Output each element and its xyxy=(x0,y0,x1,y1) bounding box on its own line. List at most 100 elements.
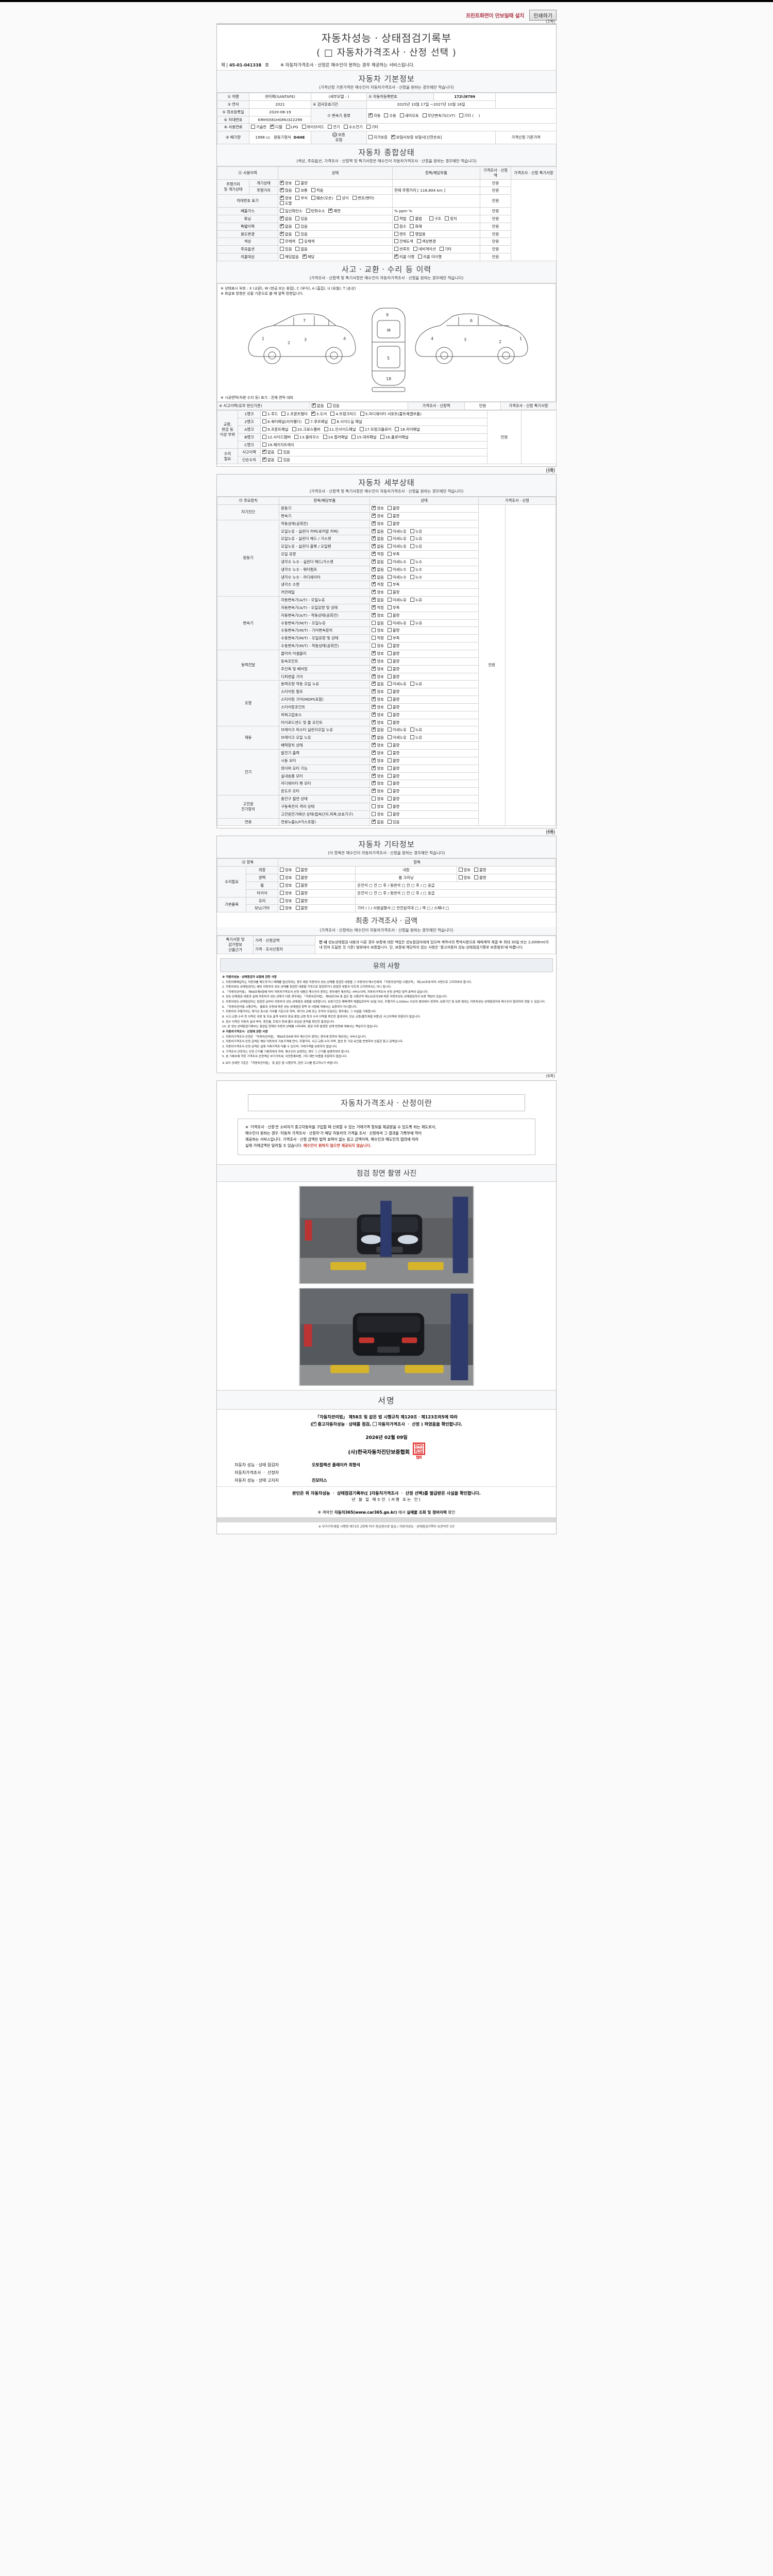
detail-state-option[interactable]: 양호 xyxy=(372,688,384,694)
etc-item-options[interactable]: 양호 불량 xyxy=(278,896,356,905)
etc-item2-text[interactable] xyxy=(355,896,556,905)
checkbox[interactable] xyxy=(474,868,479,872)
checkbox[interactable] xyxy=(295,883,300,887)
overall-state-option[interactable]: 양호 xyxy=(280,195,292,201)
checkbox[interactable] xyxy=(410,598,414,602)
checkbox[interactable] xyxy=(410,231,414,236)
checkbox[interactable] xyxy=(372,719,376,724)
checkbox[interactable] xyxy=(295,898,300,903)
checkbox[interactable] xyxy=(305,419,310,424)
detail-state-option[interactable]: 불량 xyxy=(387,666,399,672)
checkbox[interactable] xyxy=(311,411,315,416)
detail-state-option[interactable]: 불량 xyxy=(387,750,399,756)
detail-state-option[interactable]: 불량 xyxy=(387,811,399,817)
checkbox[interactable] xyxy=(387,590,392,595)
overall-state-option[interactable]: 해당 xyxy=(302,253,314,260)
checkbox[interactable] xyxy=(295,868,300,872)
checkbox[interactable] xyxy=(387,682,392,686)
detail-state-option[interactable]: 불량 xyxy=(387,613,399,618)
accident-history-option[interactable]: 없음 xyxy=(312,402,324,409)
overall-item-cell[interactable]: 적법 불법 구조 장치 xyxy=(392,214,480,223)
overall-state-option[interactable]: 있음 xyxy=(295,224,308,229)
detail-state-option[interactable]: 누수 xyxy=(410,559,422,565)
detail-state-cell[interactable]: 양호 불량 xyxy=(369,688,479,697)
detail-state-option[interactable]: 양호 xyxy=(372,658,384,664)
overall-state-option[interactable]: 훼손(오손) xyxy=(311,196,333,201)
checkbox[interactable] xyxy=(328,125,332,129)
detail-state-cell[interactable]: 적정 부족 xyxy=(369,550,479,558)
detail-state-cell[interactable]: 양호 불량 xyxy=(369,795,479,803)
transmission-option[interactable]: 기타 ( xyxy=(459,113,474,118)
detail-state-option[interactable]: 없음 xyxy=(372,681,384,687)
checkbox[interactable] xyxy=(372,681,376,686)
etc-option-2[interactable]: 불량 xyxy=(474,875,486,880)
overall-state-option[interactable]: 있음 xyxy=(295,231,308,237)
detail-state-cell[interactable]: 양호 불량 xyxy=(369,710,479,719)
detail-state-option[interactable]: 양호 xyxy=(372,750,384,756)
detail-state-option[interactable]: 양호 xyxy=(372,704,384,710)
checkbox[interactable] xyxy=(418,255,423,259)
transmission-option[interactable]: 무단변속기(CVT) xyxy=(422,113,456,118)
checkbox[interactable] xyxy=(372,604,376,609)
overall-item-option[interactable]: 적법 xyxy=(394,216,406,222)
checkbox[interactable] xyxy=(372,597,376,602)
checkbox[interactable] xyxy=(391,134,395,140)
checkbox[interactable] xyxy=(429,216,433,221)
detail-state-option[interactable]: 적정 xyxy=(372,636,384,641)
detail-state-option[interactable]: 누수 xyxy=(410,567,422,572)
overall-state-cell[interactable]: 양호 불량 xyxy=(278,179,393,188)
checkbox[interactable] xyxy=(387,689,392,694)
etc-option[interactable]: 양호 xyxy=(280,883,292,888)
detail-state-cell[interactable]: 양호 불량 xyxy=(369,512,479,520)
etc-item2-text[interactable]: 운전석 □ 전 □ 후 / 동반석 □ 전 □ 후 / □ 웅급 xyxy=(355,881,556,890)
rank-part-option[interactable]: 6.쿼터패널(리어휀다) xyxy=(262,419,301,425)
checkbox[interactable] xyxy=(410,536,414,541)
detail-state-option[interactable]: 누유 xyxy=(410,536,422,541)
detail-state-cell[interactable]: 양호 불량 xyxy=(369,802,479,811)
etc-option-2[interactable]: 불량 xyxy=(474,868,486,873)
detail-state-option[interactable]: 양호 xyxy=(372,650,384,656)
overall-item-option-2[interactable]: 장치 xyxy=(445,216,457,222)
rank-part-option[interactable]: 5.라디에이터 서포트(볼트체결부품) xyxy=(360,412,422,417)
checkbox[interactable] xyxy=(394,247,398,251)
detail-state-option[interactable]: 없음 xyxy=(372,734,384,740)
overall-state-cell[interactable]: 있음 없음 xyxy=(278,245,393,254)
repair-simple-options[interactable]: 없음 있음 xyxy=(260,456,488,465)
rank-part-option[interactable]: 10.크로스멤버 xyxy=(292,427,321,432)
detail-state-option[interactable]: 불량 xyxy=(387,758,399,764)
detail-state-option[interactable]: 불량 xyxy=(387,674,399,680)
detail-state-cell[interactable]: 양호 불량 xyxy=(369,588,479,597)
detail-state-option[interactable]: 부족 xyxy=(387,552,399,557)
checkbox[interactable] xyxy=(445,216,449,221)
detail-state-cell[interactable]: 양호 불량 xyxy=(369,810,479,819)
detail-state-option[interactable]: 불량 xyxy=(387,505,399,511)
checkbox[interactable] xyxy=(372,673,376,679)
etc-item-options[interactable]: 양호 불량 xyxy=(278,904,356,913)
detail-state-option[interactable]: 불량 xyxy=(387,720,399,725)
car365-link[interactable]: 자동차365(www.car365.go.kr) xyxy=(334,1510,397,1515)
detail-state-option[interactable]: 양호 xyxy=(372,520,384,527)
transmission-option[interactable]: 세미오토 xyxy=(399,113,419,118)
etc-item-options[interactable]: 양호 불량 xyxy=(278,866,356,875)
checkbox[interactable] xyxy=(394,224,398,228)
detail-state-option[interactable]: 불량 xyxy=(387,689,399,694)
warranty-option[interactable]: 자가보증 xyxy=(368,135,388,140)
checkbox[interactable] xyxy=(459,113,463,118)
overall-item-cell[interactable]: % ppm % xyxy=(392,207,480,215)
checkbox[interactable] xyxy=(372,589,376,595)
checkbox[interactable] xyxy=(372,658,376,663)
checkbox[interactable] xyxy=(387,773,392,778)
checkbox[interactable] xyxy=(262,434,266,439)
detail-state-option[interactable]: 적정 xyxy=(372,604,384,611)
checkbox[interactable] xyxy=(372,757,376,762)
checkbox[interactable] xyxy=(387,743,392,748)
checkbox[interactable] xyxy=(280,208,284,213)
checkbox[interactable] xyxy=(372,636,376,640)
overall-state-option[interactable]: 탄화수소 xyxy=(306,208,325,214)
checkbox[interactable] xyxy=(410,529,414,533)
etc-item-options[interactable]: 양호 불량 xyxy=(278,874,356,882)
checkbox[interactable] xyxy=(387,720,392,724)
checkbox[interactable] xyxy=(387,781,392,786)
checkbox[interactable] xyxy=(372,535,376,541)
checkbox[interactable] xyxy=(372,780,376,786)
